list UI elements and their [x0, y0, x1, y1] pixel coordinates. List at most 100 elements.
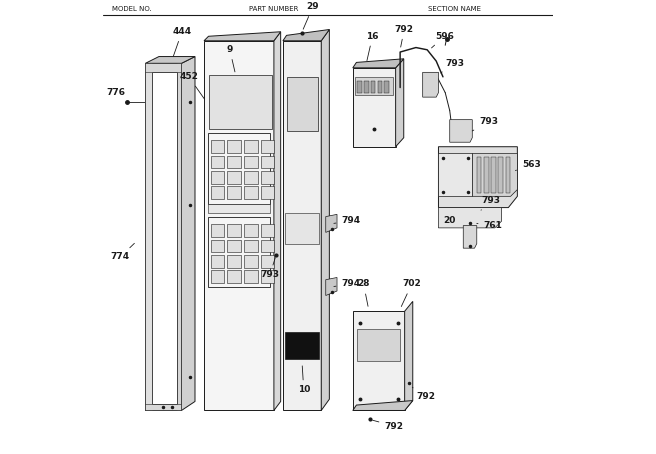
Polygon shape [358, 329, 400, 361]
Polygon shape [384, 81, 389, 93]
Polygon shape [472, 153, 518, 196]
Polygon shape [355, 77, 394, 95]
Polygon shape [364, 81, 369, 93]
Polygon shape [228, 255, 241, 267]
Polygon shape [261, 171, 274, 184]
Polygon shape [353, 59, 403, 68]
Polygon shape [211, 255, 224, 267]
Polygon shape [484, 157, 489, 192]
Polygon shape [321, 30, 329, 410]
Text: 702: 702 [401, 280, 421, 306]
Polygon shape [244, 255, 258, 267]
Polygon shape [261, 270, 274, 283]
Polygon shape [211, 270, 224, 283]
Polygon shape [211, 240, 224, 252]
Text: 9: 9 [226, 45, 235, 72]
Polygon shape [228, 156, 241, 168]
Polygon shape [326, 214, 337, 232]
Text: 452: 452 [179, 72, 205, 99]
Polygon shape [228, 270, 241, 283]
Polygon shape [244, 140, 258, 153]
Polygon shape [491, 157, 496, 192]
Polygon shape [422, 72, 438, 97]
Text: PART NUMBER: PART NUMBER [249, 6, 298, 12]
Polygon shape [378, 81, 382, 93]
Polygon shape [146, 404, 182, 410]
Polygon shape [244, 270, 258, 283]
Polygon shape [463, 226, 477, 248]
Polygon shape [211, 224, 224, 237]
Polygon shape [287, 77, 318, 131]
Polygon shape [438, 147, 518, 207]
Polygon shape [450, 120, 472, 142]
Polygon shape [353, 400, 413, 410]
Text: 793: 793 [441, 59, 464, 73]
Text: 774: 774 [111, 243, 134, 262]
Text: 792: 792 [395, 25, 414, 47]
Polygon shape [405, 301, 413, 410]
Polygon shape [177, 63, 182, 410]
Polygon shape [285, 331, 319, 359]
Text: 793: 793 [481, 196, 501, 210]
Polygon shape [477, 157, 482, 192]
Polygon shape [353, 311, 405, 410]
Polygon shape [371, 81, 375, 93]
Text: 761: 761 [477, 221, 502, 230]
Polygon shape [244, 240, 258, 252]
Polygon shape [204, 32, 281, 41]
Polygon shape [146, 63, 152, 410]
Text: 792: 792 [413, 387, 435, 401]
Polygon shape [438, 207, 502, 228]
Polygon shape [182, 57, 195, 410]
Polygon shape [438, 153, 472, 196]
Text: 28: 28 [358, 280, 370, 306]
Text: 29: 29 [303, 2, 319, 29]
Polygon shape [261, 224, 274, 237]
Text: MODEL NO.: MODEL NO. [112, 6, 152, 12]
Text: 20: 20 [443, 217, 455, 225]
Polygon shape [261, 255, 274, 267]
Polygon shape [506, 157, 510, 192]
Polygon shape [326, 277, 337, 296]
Polygon shape [396, 59, 403, 147]
Text: 10: 10 [298, 366, 310, 395]
Polygon shape [244, 156, 258, 168]
Polygon shape [228, 224, 241, 237]
Polygon shape [211, 140, 224, 153]
Polygon shape [211, 156, 224, 168]
Polygon shape [283, 30, 329, 41]
Text: 793: 793 [472, 117, 498, 131]
Text: 596: 596 [432, 31, 454, 48]
Polygon shape [228, 240, 241, 252]
Polygon shape [146, 63, 182, 72]
Polygon shape [261, 140, 274, 153]
Text: 444: 444 [173, 27, 192, 56]
Text: 793: 793 [260, 257, 279, 280]
Polygon shape [209, 74, 272, 128]
Polygon shape [261, 156, 274, 168]
Text: 794: 794 [334, 280, 361, 288]
Polygon shape [204, 41, 274, 410]
Text: 794: 794 [334, 217, 361, 225]
Polygon shape [283, 41, 321, 410]
Polygon shape [228, 187, 241, 199]
Polygon shape [358, 81, 362, 93]
Polygon shape [228, 140, 241, 153]
Polygon shape [146, 57, 195, 63]
Polygon shape [261, 240, 274, 252]
Polygon shape [244, 224, 258, 237]
Polygon shape [244, 187, 258, 199]
Polygon shape [261, 187, 274, 199]
Polygon shape [207, 204, 270, 212]
Polygon shape [146, 63, 182, 410]
Polygon shape [228, 171, 241, 184]
Polygon shape [285, 212, 319, 244]
Polygon shape [499, 157, 503, 192]
Polygon shape [353, 68, 396, 147]
Polygon shape [211, 187, 224, 199]
Polygon shape [152, 72, 177, 404]
Text: SECTION NAME: SECTION NAME [428, 6, 481, 12]
Polygon shape [274, 32, 281, 410]
Text: 792: 792 [373, 420, 403, 430]
Text: 776: 776 [106, 88, 129, 102]
